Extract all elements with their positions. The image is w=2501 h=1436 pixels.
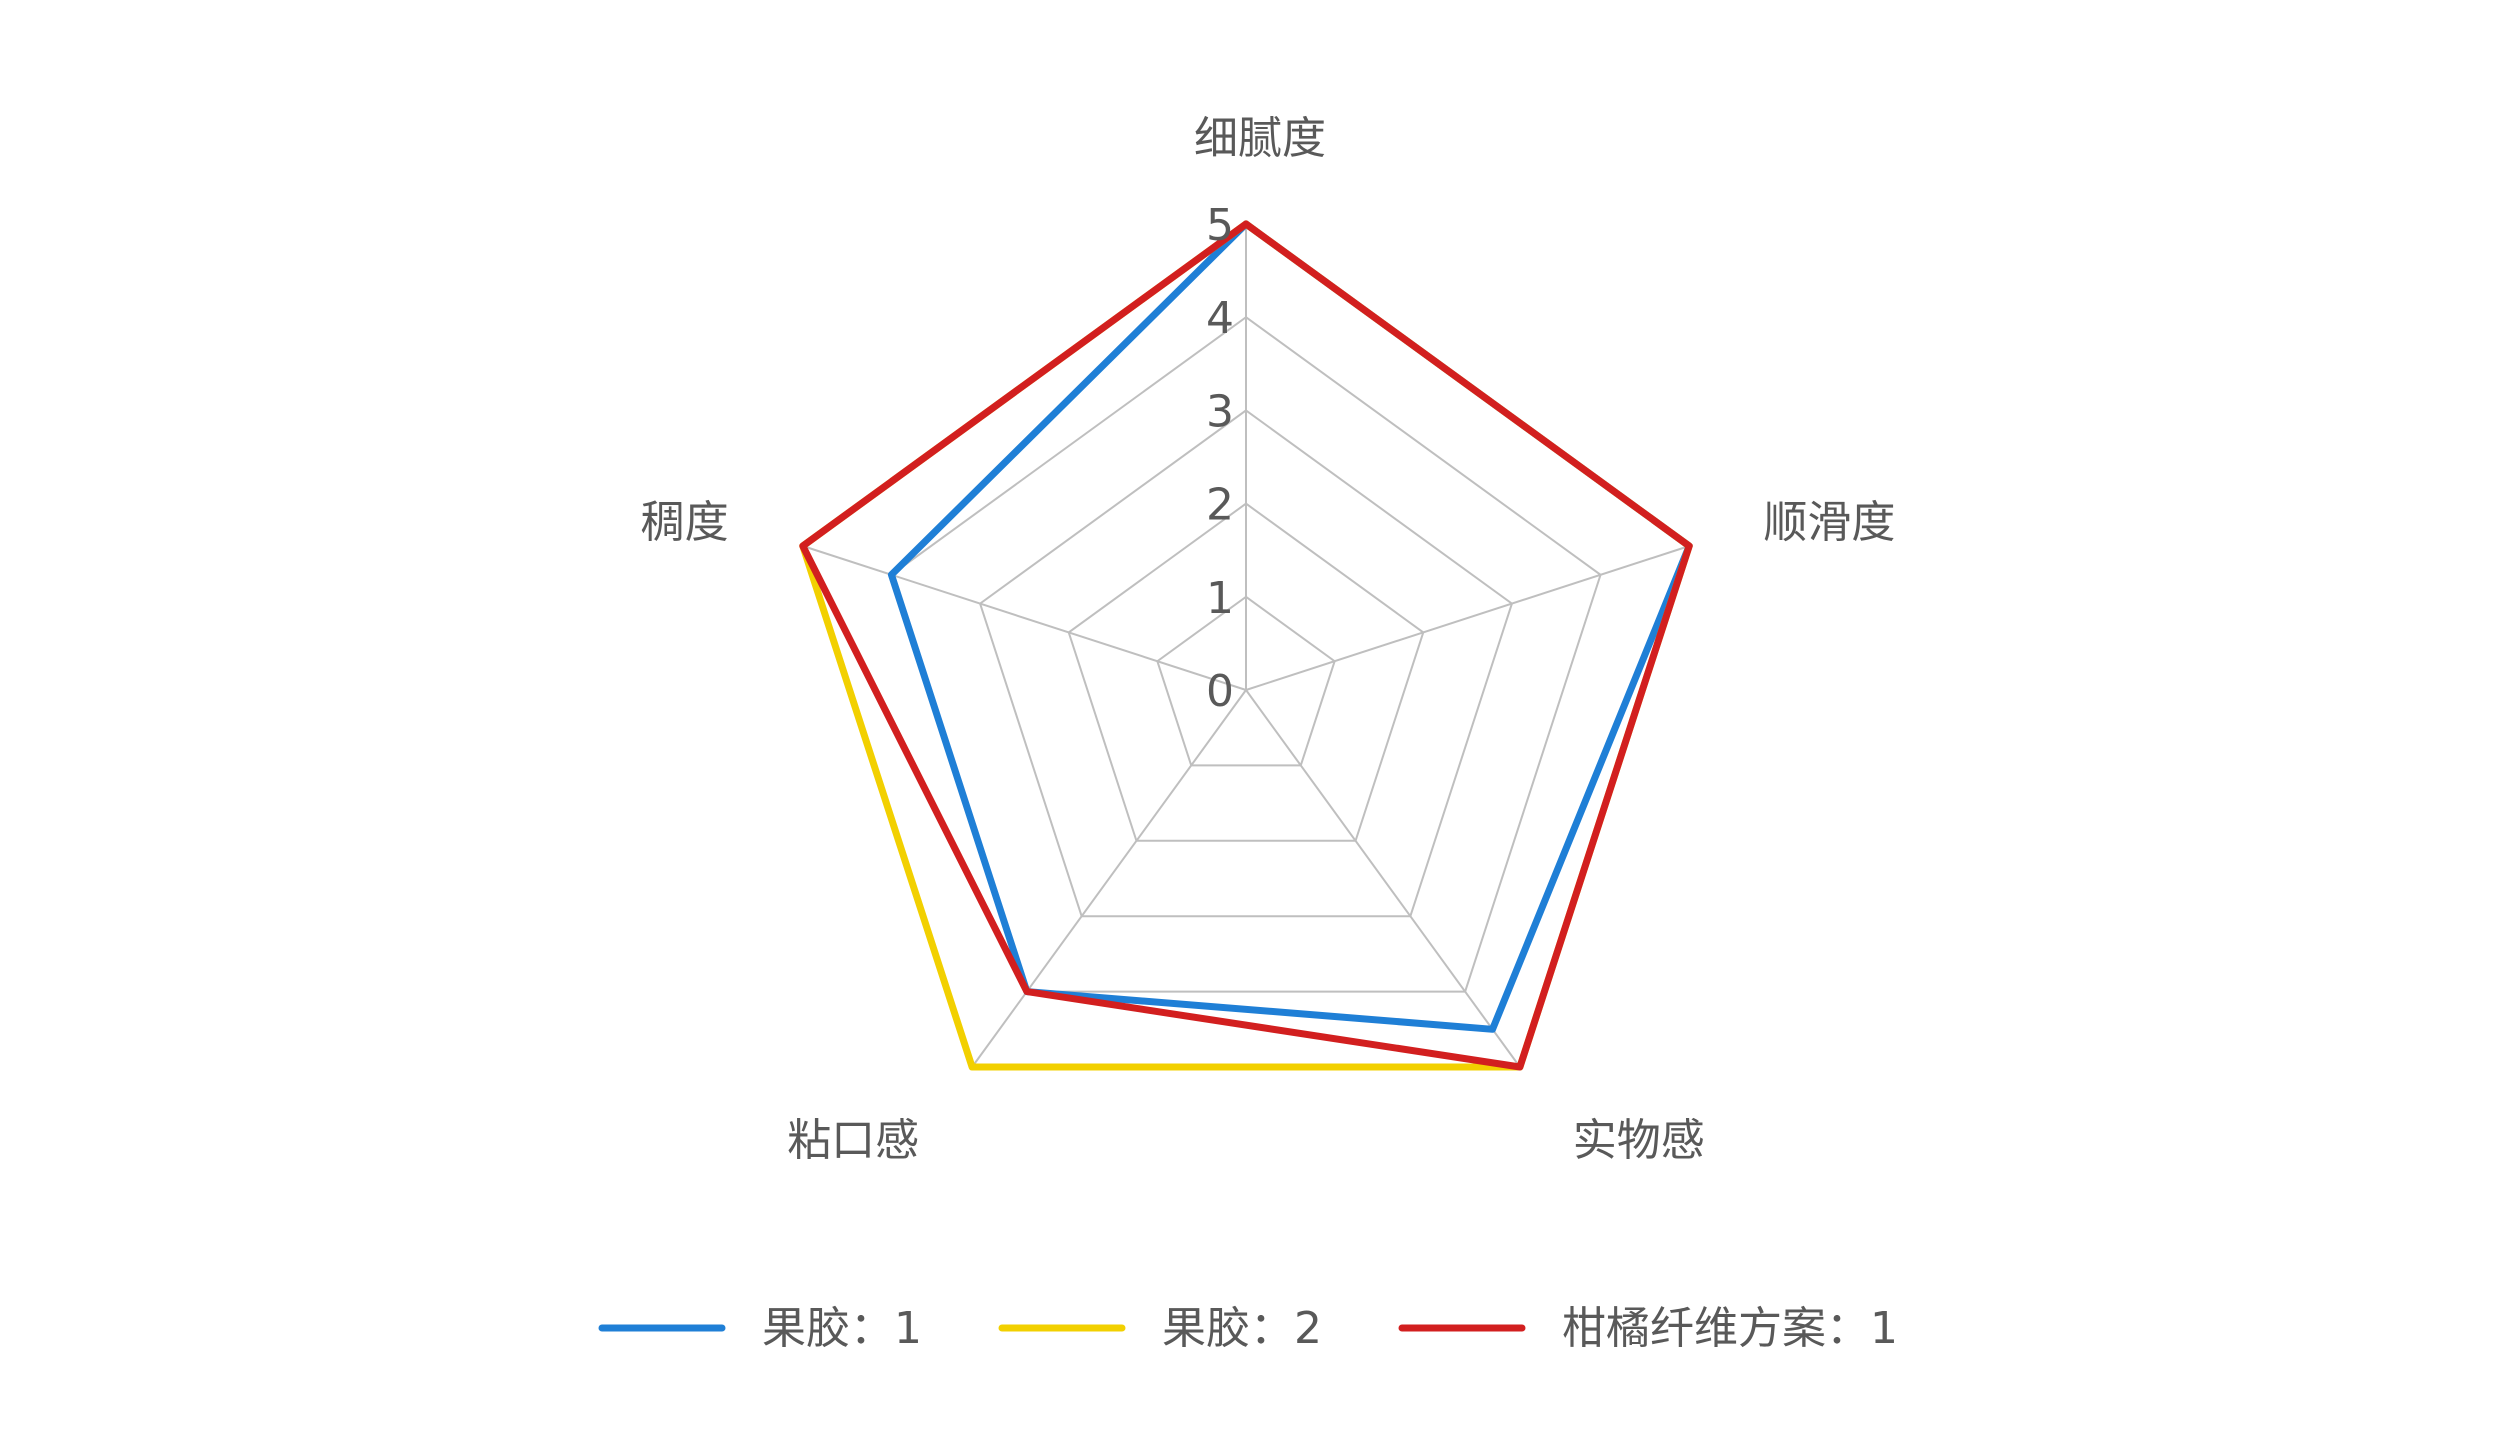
axis-label-5: 稠度 (641, 497, 729, 548)
grid-spoke-5 (802, 545, 1247, 691)
r-tick-label: 5 (1206, 200, 1234, 251)
tick-layer: 0 1 2 3 4 5 (1206, 200, 1234, 717)
grid-layer (801, 222, 1691, 1069)
grid-spoke-3 (1245, 689, 1521, 1068)
r-tick-label: 1 (1206, 573, 1234, 624)
grid-ring-2 (1067, 502, 1425, 842)
series-layer (799, 220, 1693, 1071)
grid-spoke-2 (1245, 545, 1690, 691)
axis-label-3: 实物感 (1573, 1115, 1705, 1166)
grid-ring-1 (1156, 595, 1336, 767)
axis-label-4: 粘口感 (787, 1115, 919, 1166)
grid-ring-4 (890, 315, 1602, 993)
legend-label-3: 柑橘纤维方案：1 (1562, 1303, 1898, 1354)
grid-ring-3 (978, 409, 1514, 918)
legend-label-2: 果胶：2 (1162, 1303, 1322, 1354)
legend-label-1: 果胶：1 (762, 1303, 922, 1354)
r-tick-label: 2 (1206, 480, 1234, 531)
axis-label-1: 细腻度 (1194, 113, 1326, 164)
series-line-3 (799, 220, 1693, 1071)
r-tick-label: 4 (1206, 293, 1234, 344)
legend: 果胶：1 果胶：2 柑橘纤维方案：1 (598, 1303, 1898, 1354)
r-tick-label: 3 (1206, 386, 1234, 437)
grid-spoke-4 (971, 689, 1247, 1068)
axis-label-2: 顺滑度 (1763, 497, 1895, 548)
r-tick-label: 0 (1206, 666, 1234, 717)
